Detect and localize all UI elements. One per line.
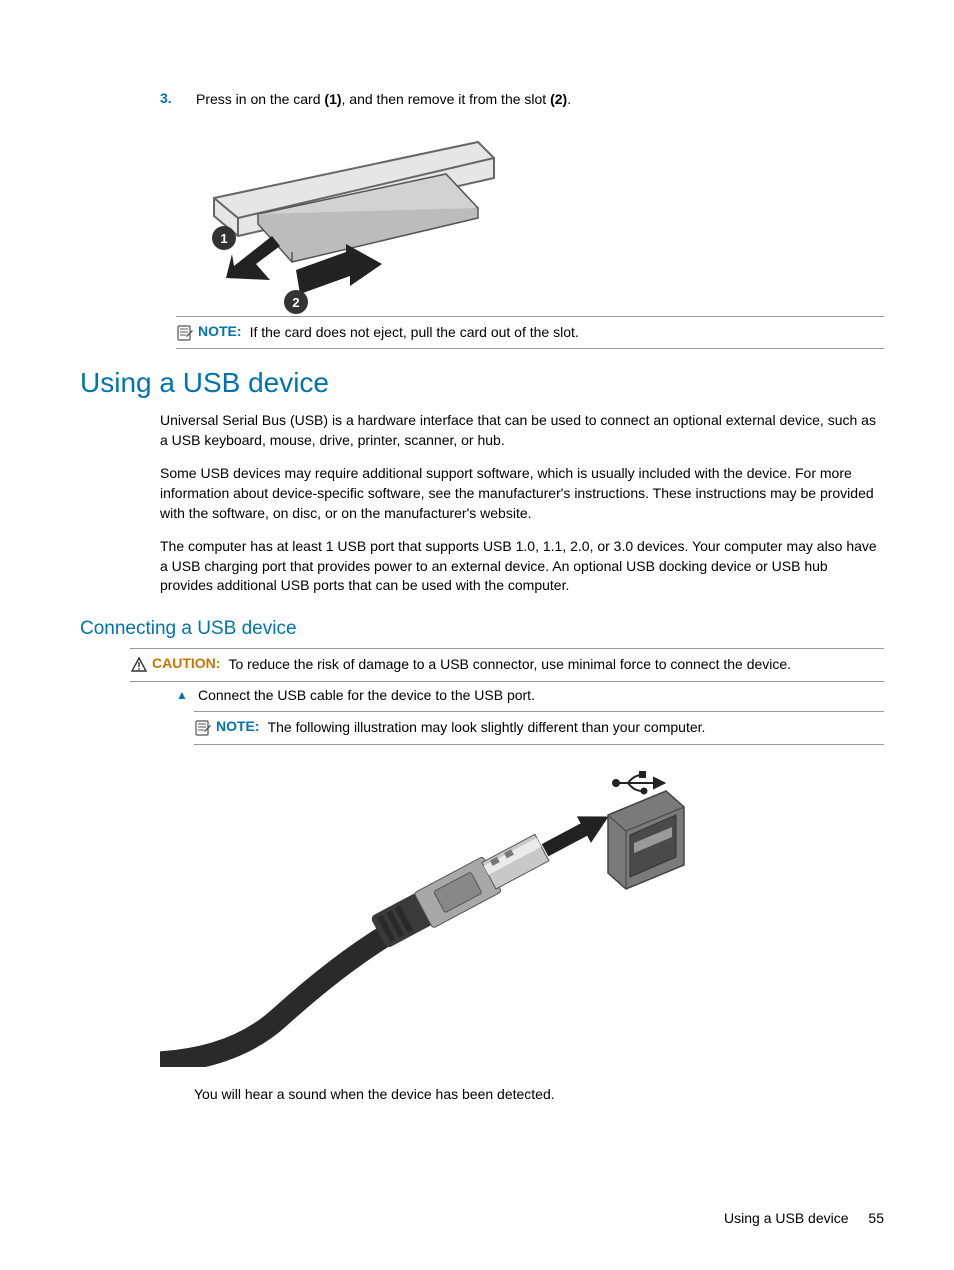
caution-label: CAUTION: <box>152 655 220 671</box>
note-block: NOTE: The following illustration may loo… <box>194 716 880 742</box>
rule <box>176 316 884 317</box>
page-number: 55 <box>868 1210 884 1226</box>
step-number: 3. <box>160 90 196 110</box>
heading-using-usb-device: Using a USB device <box>80 367 884 399</box>
paragraph: You will hear a sound when the device ha… <box>194 1085 884 1105</box>
bullet-row: ▲ Connect the USB cable for the device t… <box>176 686 884 706</box>
rule <box>194 711 884 712</box>
svg-text:2: 2 <box>292 295 299 310</box>
rule <box>130 681 884 682</box>
bullet-triangle-icon: ▲ <box>176 688 198 706</box>
rule <box>130 648 884 649</box>
note-icon <box>176 324 194 342</box>
step-row: 3. Press in on the card (1), and then re… <box>160 90 884 110</box>
illustration-card-slot: 1 2 <box>178 124 884 314</box>
paragraph: Some USB devices may require additional … <box>160 464 884 523</box>
note-text: If the card does not eject, pull the car… <box>250 323 880 343</box>
bullet-text: Connect the USB cable for the device to … <box>198 686 884 706</box>
svg-text:1: 1 <box>220 231 227 246</box>
step-text: Press in on the card (1), and then remov… <box>196 90 884 110</box>
illustration-usb-connect <box>160 767 884 1067</box>
rule <box>176 348 884 349</box>
paragraph: The computer has at least 1 USB port tha… <box>160 537 884 596</box>
footer-title: Using a USB device <box>724 1210 849 1226</box>
page-footer: Using a USB device 55 <box>724 1210 884 1226</box>
rule <box>194 744 884 745</box>
caution-block: CAUTION: To reduce the risk of damage to… <box>130 653 880 679</box>
note-label: NOTE: <box>216 718 260 734</box>
caution-text: To reduce the risk of damage to a USB co… <box>228 655 880 675</box>
caution-icon <box>130 656 148 674</box>
note-block: NOTE: If the card does not eject, pull t… <box>176 321 880 347</box>
heading-connecting-usb-device: Connecting a USB device <box>80 618 884 640</box>
note-text: The following illustration may look slig… <box>268 718 880 738</box>
note-icon <box>194 719 212 737</box>
note-label: NOTE: <box>198 323 242 339</box>
paragraph: Universal Serial Bus (USB) is a hardware… <box>160 411 884 450</box>
